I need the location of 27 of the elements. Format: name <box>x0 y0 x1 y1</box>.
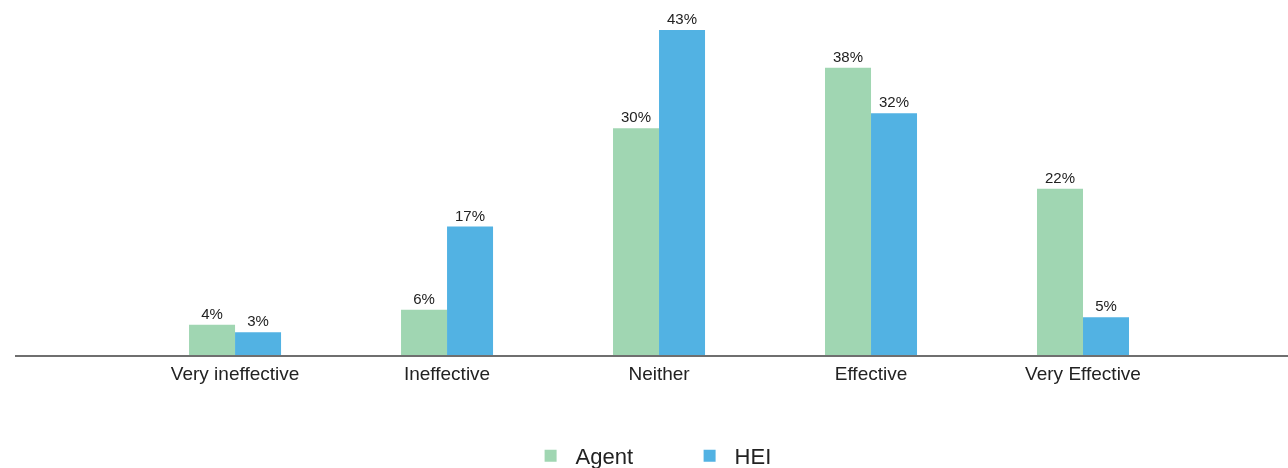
legend-label: HEI <box>734 444 772 468</box>
data-label: 5% <box>1095 297 1117 315</box>
x-tick-label: Effective <box>834 362 908 384</box>
x-tick-label: Very ineffective <box>170 362 300 384</box>
x-tick-label: Ineffective <box>403 362 491 384</box>
bar <box>871 113 918 355</box>
legend-label: Agent <box>575 444 634 468</box>
data-label: 43% <box>667 10 698 27</box>
bar <box>659 30 706 355</box>
data-label: 30% <box>621 108 652 126</box>
bar <box>613 128 660 355</box>
data-label: 22% <box>1044 168 1076 186</box>
bar <box>235 332 282 355</box>
bar <box>189 324 236 355</box>
bar <box>1083 317 1130 355</box>
x-tick-label: Neither <box>628 362 691 384</box>
data-label: 3% <box>247 312 269 330</box>
bar <box>401 309 448 355</box>
bar <box>447 226 494 355</box>
data-label: 32% <box>879 93 910 111</box>
bar <box>1037 188 1084 355</box>
bar <box>825 67 872 355</box>
data-label: 6% <box>413 289 435 307</box>
x-tick-label: Very Effective <box>1025 362 1141 384</box>
data-label: 17% <box>455 206 486 224</box>
data-label: 4% <box>201 304 223 322</box>
data-label: 38% <box>833 47 864 65</box>
